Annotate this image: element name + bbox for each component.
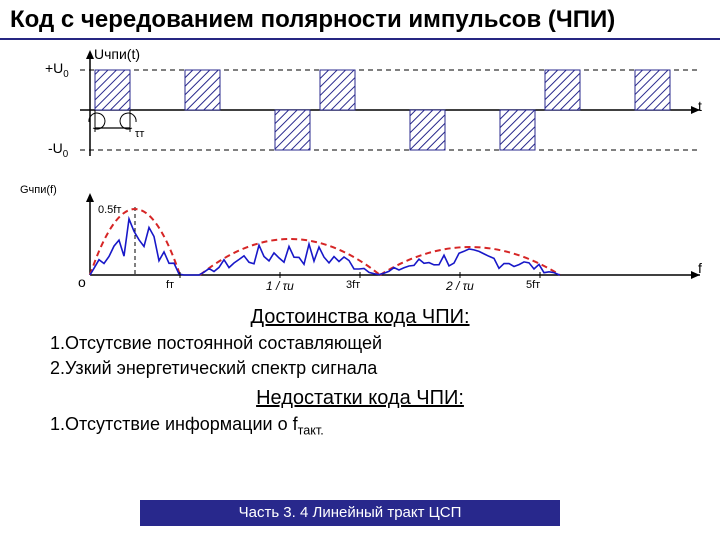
u-plus-label: +U0 [45, 60, 69, 80]
t-axis-label: t [698, 98, 702, 114]
footer-bar: Часть 3. 4 Линейный тракт ЦСП [140, 500, 560, 526]
uchpi-label: Uчпи(t) [94, 46, 140, 62]
waveform-diagram: Uчпи(t) +U0 -U0 τт t [10, 40, 710, 180]
gchpi-label: Gчпи(f) [20, 184, 57, 196]
half-ft-label: 0.5fт [98, 204, 121, 216]
advantage-1: 1.Отсутсвие постоянной составляющей [0, 331, 720, 356]
spectrum-xtick-label: fт [166, 279, 174, 291]
spectrum-xtick-label: 2 / τи [446, 279, 474, 293]
disadvantage-1: 1.Отсутствие информации о fтакт. [0, 412, 720, 440]
u-minus-label: -U0 [48, 140, 68, 160]
advantage-2: 2.Узкий энергетический спектр сигнала [0, 356, 720, 381]
spectrum-xtick-label: 3fт [346, 279, 360, 291]
f-axis-label: f [698, 260, 702, 276]
origin-label: о [78, 274, 86, 290]
spectrum-xtick-label: 1 / τи [266, 279, 294, 293]
spectrum-xtick-label: 5fт [526, 279, 540, 291]
advantages-heading: Достоинства кода ЧПИ: [0, 300, 720, 331]
page-title: Код с чередованием полярности импульсов … [0, 0, 720, 38]
disadvantages-heading: Недостатки кода ЧПИ: [0, 381, 720, 412]
tau-label: τт [135, 128, 144, 140]
spectrum-diagram: Gчпи(f) 0.5fт о f fт 1 / τи 3fт 2 / τи 5fт [10, 180, 710, 300]
